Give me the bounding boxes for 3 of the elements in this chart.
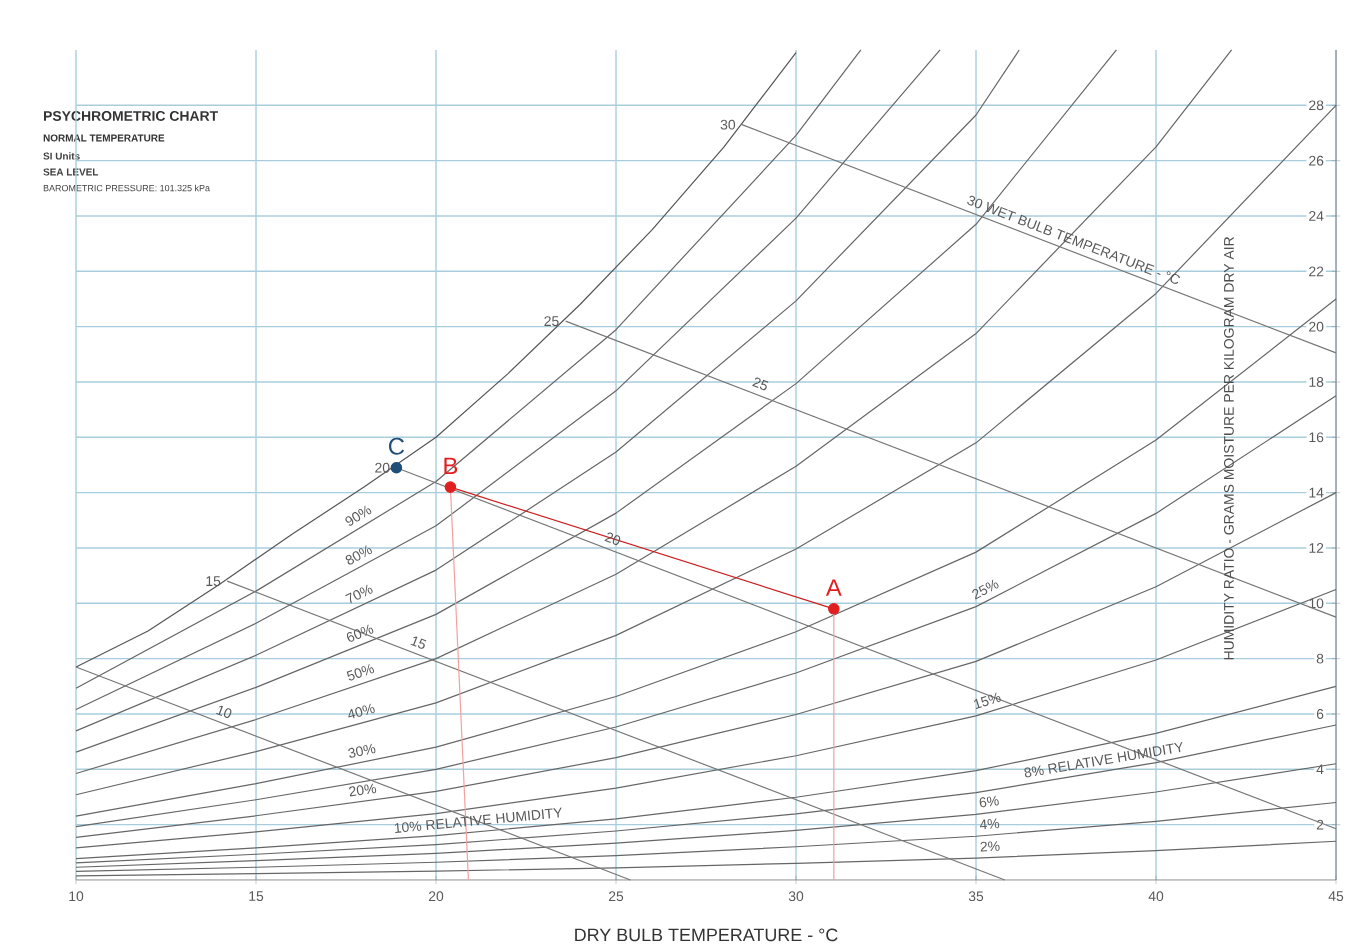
x-axis-title: DRY BULB TEMPERATURE - °C [575,928,838,942]
series-label: A [825,579,842,596]
series-label: C [389,437,405,455]
